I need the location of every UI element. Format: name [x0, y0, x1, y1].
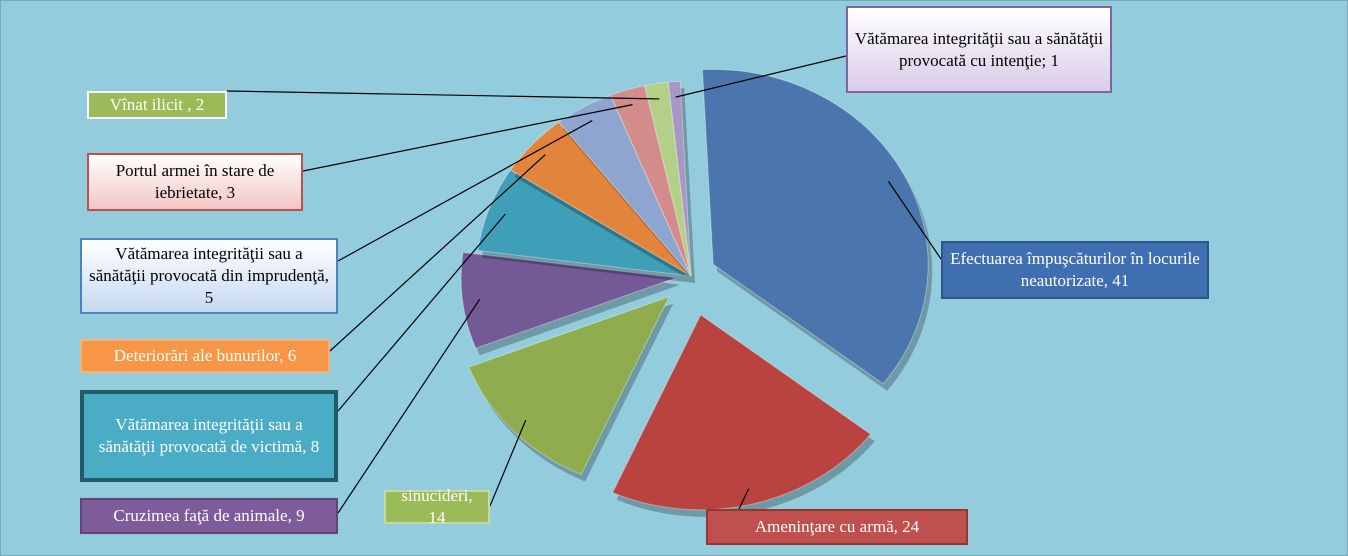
leader-line — [226, 90, 660, 100]
leader-line — [329, 154, 546, 352]
slice — [701, 68, 929, 385]
data-label: Vătămarea integrităţii sau a sănătăţii p… — [846, 6, 1112, 93]
data-label: Vătămarea integrităţii sau a sănătăţii p… — [80, 238, 338, 314]
data-label: Cruzimea faţă de animale, 9 — [80, 498, 338, 534]
slice — [611, 314, 872, 511]
data-label: Ameninţare cu armă, 24 — [706, 509, 968, 545]
data-label: Vînat ilicit , 2 — [87, 91, 227, 119]
slice — [460, 251, 677, 349]
data-label: Vătămarea integrităţii sau a sănătăţii p… — [80, 390, 338, 482]
leader-line — [489, 419, 527, 507]
data-label: Deteriorări ale bunurilor, 6 — [80, 339, 330, 373]
leader-line — [675, 55, 847, 98]
slice — [468, 295, 671, 476]
leader-line — [337, 213, 506, 412]
slice — [558, 94, 692, 277]
leader-line — [888, 181, 942, 260]
slice — [667, 80, 692, 277]
slice — [644, 81, 692, 277]
slice — [477, 169, 692, 277]
data-label: Efectuarea împuşcăturilor în locurile ne… — [941, 241, 1209, 299]
leader-line — [337, 298, 481, 514]
slice — [609, 84, 692, 277]
leader-line — [302, 104, 633, 172]
leader-line — [738, 488, 750, 510]
slice — [509, 121, 692, 277]
data-label: Portul armei în stare de iebrietate, 3 — [87, 153, 303, 211]
leader-line — [337, 120, 593, 262]
data-label: sinucideri, 14 — [384, 486, 490, 527]
